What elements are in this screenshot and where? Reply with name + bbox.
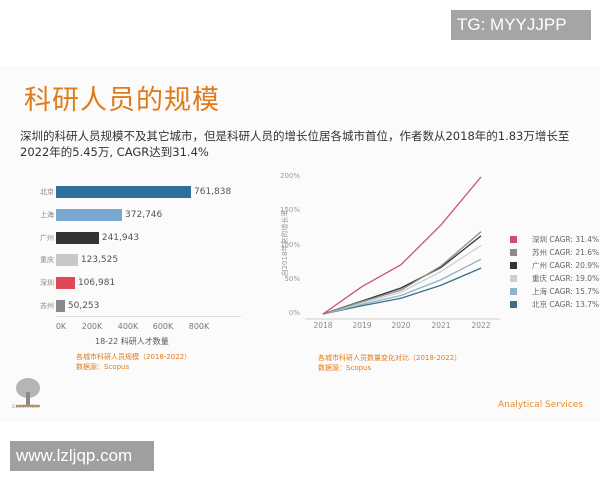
bar-row: 北京 761,838 xyxy=(0,185,300,199)
line-y-tick: 50% xyxy=(284,274,300,283)
bar-x-tick: 400K xyxy=(117,322,139,331)
bar-value-label: 123,525 xyxy=(80,255,119,265)
watermark-bottom: www.lzljqp.com xyxy=(10,441,154,471)
elsevier-tree-logo-icon xyxy=(16,378,40,407)
legend-label: 广州 CAGR: 20.9% xyxy=(532,261,600,270)
line-y-tick: 0% xyxy=(288,309,300,317)
bar-category-label: 上海 xyxy=(40,211,54,219)
bar-category-label: 北京 xyxy=(40,188,54,196)
bar xyxy=(56,186,191,198)
bar-x-tick: 200K xyxy=(81,322,103,331)
legend-item: 上海 CAGR: 15.7% xyxy=(510,285,600,298)
legend-item: 深圳 CAGR: 31.4% xyxy=(510,233,600,246)
bar xyxy=(56,254,78,266)
legend-item: 苏州 CAGR: 21.6% xyxy=(510,246,600,259)
legend-item: 广州 CAGR: 20.9% xyxy=(510,259,600,272)
line-y-tick: 100% xyxy=(279,240,300,249)
legend-label: 苏州 CAGR: 21.6% xyxy=(532,248,600,257)
bar-category-label: 重庆 xyxy=(40,256,54,264)
bar-caption: 各城市科研人员规模（2018-2022） xyxy=(76,353,192,361)
bar xyxy=(56,300,65,312)
bar xyxy=(56,232,99,244)
line-series-苏州 xyxy=(322,231,482,315)
bar-value-label: 241,943 xyxy=(101,233,140,243)
bar-x-axis-title: 18-22 科研人才数量 xyxy=(95,337,169,346)
line-series-重庆 xyxy=(322,244,482,315)
bar-row: 深圳 106,981 xyxy=(0,276,300,290)
bar-value-label: 106,981 xyxy=(77,278,116,288)
line-x-tick: 2021 xyxy=(431,321,451,330)
legend-swatch xyxy=(510,262,517,269)
line-source: 数据源：Scopus xyxy=(318,364,372,372)
slide-subtitle: 深圳的科研人员规模不及其它城市，但是科研人员的增长位居各城市首位，作者数从201… xyxy=(20,129,570,159)
bar-x-tick: 600K xyxy=(152,322,174,331)
analytical-services-label: Analytical Services xyxy=(498,400,584,410)
legend-swatch xyxy=(510,249,517,256)
line-x-tick: 2022 xyxy=(471,321,491,330)
bar-x-axis xyxy=(56,316,241,317)
legend-swatch xyxy=(510,288,517,295)
line-x-tick: 2019 xyxy=(352,321,372,330)
bar-value-label: 372,746 xyxy=(125,210,163,220)
line-series-北京 xyxy=(322,267,482,315)
line-caption: 各城市科研人员数量变化对比（2018-2022） xyxy=(318,354,462,362)
bar-row: 重庆 123,525 xyxy=(0,253,300,267)
bar xyxy=(56,209,123,221)
legend-label: 深圳 CAGR: 31.4% xyxy=(532,235,600,244)
legend-swatch xyxy=(510,275,517,282)
slide xyxy=(0,66,600,422)
elsevier-logo-text: ELSEVIER xyxy=(12,404,40,410)
bar-x-tick: 0K xyxy=(55,322,67,331)
legend-item: 北京 CAGR: 13.7% xyxy=(510,298,600,311)
bar-category-label: 广州 xyxy=(40,234,54,242)
legend-label: 重庆 CAGR: 19.0% xyxy=(532,274,600,283)
line-series-深圳 xyxy=(322,176,482,315)
line-x-tick: 2018 xyxy=(313,321,333,330)
legend-item: 重庆 CAGR: 19.0% xyxy=(510,272,600,285)
line-y-tick: 150% xyxy=(279,206,300,215)
bar-source: 数据源：Scopus xyxy=(76,363,130,371)
bar-x-tick: 800K xyxy=(188,322,210,331)
legend-label: 北京 CAGR: 13.7% xyxy=(532,300,600,309)
line-series-上海 xyxy=(322,258,482,315)
line-legend: 深圳 CAGR: 31.4% 苏州 CAGR: 21.6% 广州 CAGR: 20.… xyxy=(510,233,600,311)
bar-category-label: 苏州 xyxy=(40,302,54,310)
watermark-top: TG: MYYJJPP xyxy=(451,10,591,40)
legend-swatch xyxy=(510,301,517,308)
legend-swatch xyxy=(510,236,517,243)
bar-value-label: 761,838 xyxy=(194,187,232,197)
bar-row: 广州 241,943 xyxy=(0,231,300,245)
bar-category-label: 深圳 xyxy=(40,279,54,287)
line-x-tick: 2020 xyxy=(391,321,411,330)
bar-value-label: 50,253 xyxy=(67,301,100,311)
bar-row: 苏州 50,253 xyxy=(0,299,300,313)
page-title: 科研人员的规模 xyxy=(24,85,220,116)
bar-row: 上海 372,746 xyxy=(0,208,300,222)
line-y-tick: 200% xyxy=(279,172,300,180)
bar xyxy=(56,277,75,289)
line-series-广州 xyxy=(322,235,482,315)
legend-label: 上海 CAGR: 15.7% xyxy=(532,287,600,296)
